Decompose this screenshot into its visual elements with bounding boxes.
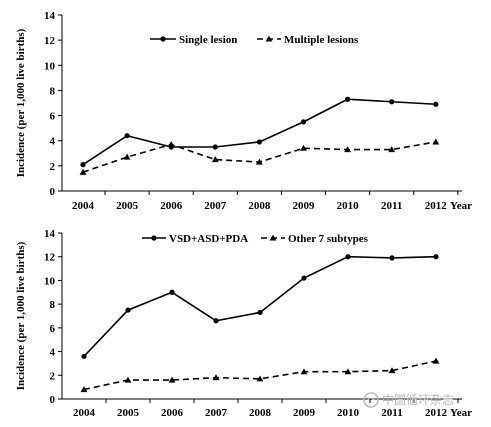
data-point (344, 146, 351, 153)
chart-bottom: 0 2 4 6 8 10 12 14 2004 2005 2006 2007 2008 2009 2010 2… (15, 228, 472, 419)
x-tick-label: 2011 (381, 407, 402, 419)
legend-marker (160, 36, 166, 42)
y-tick-label: 10 (44, 275, 56, 287)
data-point (432, 357, 440, 364)
data-point (124, 376, 132, 383)
series-line-1 (83, 255, 437, 357)
x-axis-label: Year (450, 200, 472, 212)
legend-marker (265, 35, 273, 42)
x-tick-label: 2006 (161, 407, 184, 419)
wechat-icon-eye (372, 397, 375, 400)
watermark-text: 中国循环杂志 (382, 392, 454, 407)
x-tick-label: 2006 (160, 200, 183, 212)
legend-label: Single lesion (179, 34, 237, 46)
data-point (212, 144, 218, 150)
legend-marker (151, 235, 157, 241)
data-point (256, 375, 264, 382)
data-point (124, 133, 130, 139)
x-tick-label: 2009 (293, 200, 316, 212)
y-tick-label: 0 (50, 394, 56, 406)
data-point (433, 101, 439, 107)
y-tick-label: 14 (44, 10, 56, 22)
y-tick-label: 8 (50, 299, 56, 311)
x-tick-label: 2012 (425, 407, 448, 419)
x-tick-label: 2009 (293, 407, 316, 419)
x-tick-label: 2010 (337, 407, 360, 419)
y-tick-label: 14 (44, 228, 56, 240)
y-tick-label: 6 (50, 323, 56, 335)
data-point (345, 96, 351, 102)
y-axis-label: Incidence (per 1,000 live births) (15, 28, 27, 177)
x-axis-label: Year (450, 407, 472, 419)
x-tick-label: 2005 (117, 407, 140, 419)
y-tick-label: 4 (50, 136, 56, 148)
wechat-icon-eye (367, 397, 370, 400)
data-point (389, 255, 395, 261)
watermark: 中国循环杂志 (363, 392, 454, 408)
data-point (388, 146, 396, 153)
x-tick-label: 2005 (116, 200, 139, 212)
data-point (345, 254, 351, 260)
x-tick-label: 2011 (381, 200, 402, 212)
data-point (123, 153, 131, 160)
data-point (167, 141, 175, 148)
y-tick-label: 4 (50, 347, 56, 359)
data-point (80, 162, 86, 168)
data-point (125, 307, 131, 313)
x-tick-label: 2004 (72, 200, 95, 212)
data-point (169, 289, 175, 295)
data-point (389, 99, 395, 105)
data-point (344, 368, 352, 375)
data-point (388, 367, 396, 374)
y-tick-label: 10 (44, 60, 56, 72)
x-tick-label: 2008 (249, 407, 272, 419)
data-point (80, 386, 88, 393)
data-point (257, 309, 263, 316)
data-point (213, 318, 219, 324)
y-tick-label: 6 (50, 111, 56, 123)
x-tick-label: 2007 (205, 407, 228, 419)
data-point (168, 376, 176, 383)
data-point (212, 374, 220, 381)
data-point (256, 158, 263, 165)
chart-top: 0 2 4 6 8 10 12 14 2004 2005 2006 2007 2008 2009 2010 2… (15, 10, 472, 212)
data-point (300, 119, 307, 125)
data-point (300, 368, 308, 375)
series-line-2 (83, 360, 437, 391)
legend-marker (269, 234, 277, 241)
data-point (211, 156, 219, 163)
y-tick-label: 2 (50, 370, 56, 382)
data-point (433, 254, 439, 260)
data-point (81, 353, 87, 359)
data-point (256, 139, 262, 145)
y-tick-label: 2 (50, 161, 56, 173)
data-point (301, 275, 307, 281)
data-point (432, 138, 440, 145)
legend-label: Multiple lesions (284, 34, 359, 46)
x-tick-label: 2010 (337, 200, 360, 212)
x-tick-label: 2007 (204, 200, 227, 212)
data-point (300, 144, 307, 151)
y-tick-label: 12 (44, 252, 56, 264)
y-tick-label: 12 (44, 35, 56, 47)
x-tick-label: 2012 (425, 200, 448, 212)
x-tick-label: 2008 (248, 200, 271, 212)
series-line-2 (82, 141, 436, 173)
y-tick-label: 8 (50, 85, 56, 97)
legend-label: VSD+ASD+PDA (169, 233, 248, 245)
y-tick-label: 0 (50, 186, 56, 198)
wechat-icon (363, 392, 379, 408)
y-axis-label: Incidence (per 1,000 live births) (15, 241, 27, 390)
data-point (79, 168, 87, 175)
x-tick-label: 2004 (73, 407, 96, 419)
legend-label: Other 7 subtypes (288, 233, 369, 245)
